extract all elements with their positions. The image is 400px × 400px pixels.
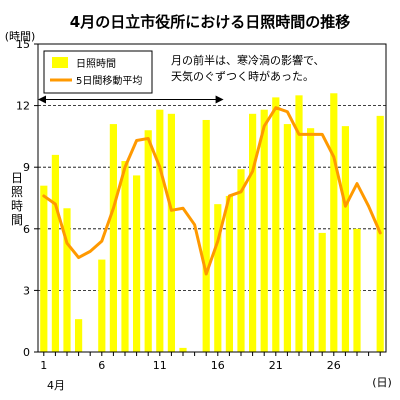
- sunshine-bar: [249, 113, 257, 353]
- sunshine-bar: [353, 228, 361, 352]
- moving-average-line: [42, 106, 382, 276]
- sunshine-bar: [144, 130, 152, 352]
- sunshine-bar: [341, 126, 349, 352]
- sunshine-bar: [330, 93, 338, 352]
- sunshine-bar: [295, 95, 303, 352]
- sunshine-bar: [202, 119, 210, 353]
- arrow-head-left: [38, 95, 46, 104]
- x-tick-label: 26: [327, 359, 341, 372]
- bar-series: [40, 93, 384, 353]
- sunshine-bar: [121, 161, 129, 352]
- x-tick-label: 11: [153, 359, 167, 372]
- sunshine-bar: [307, 128, 315, 352]
- annotation-line-2: 天気のぐずつく時があった。: [171, 69, 314, 83]
- sunshine-bar: [51, 154, 59, 352]
- y-tick-label: 3: [23, 284, 30, 297]
- sunshine-bar: [179, 347, 187, 352]
- annotation-line-1: 月の前半は、寒冷渦の影響で、: [171, 53, 325, 67]
- sunshine-bar: [133, 175, 141, 352]
- arrow-annotation: [38, 95, 224, 104]
- sunshine-bar: [225, 195, 233, 352]
- y-tick-label: 0: [23, 346, 30, 359]
- y-axis-title-char: 間: [11, 213, 23, 227]
- sunshine-bar: [283, 124, 291, 352]
- y-tick-label: 6: [23, 223, 30, 236]
- sunshine-bar: [109, 124, 117, 352]
- y-axis-title-char: 日: [11, 171, 23, 185]
- x-tick-label: 16: [211, 359, 225, 372]
- x-axis-ticks: 1 6 11 16 21 26: [40, 352, 381, 372]
- sunshine-bar: [75, 319, 83, 352]
- sunshine-bar: [40, 185, 48, 352]
- sunshine-bar: [98, 259, 106, 352]
- y-tick-label: 12: [16, 100, 30, 113]
- legend-line-label: 5日間移動平均: [76, 74, 142, 87]
- y-axis-title: 日照時間: [11, 171, 23, 227]
- arrow-head-right: [215, 95, 224, 104]
- x-tick-label: 6: [98, 359, 105, 372]
- sunshine-bar: [237, 169, 245, 352]
- x-axis-unit: (日): [372, 376, 392, 389]
- legend: 日照時間 5日間移動平均: [43, 50, 153, 94]
- plot-frame: [37, 43, 387, 353]
- y-axis-title-char: 時: [11, 199, 23, 213]
- sunshine-bar: [156, 109, 164, 352]
- y-axis-unit: (時間): [5, 30, 36, 43]
- sunshine-bar: [167, 113, 175, 353]
- sunshine-bar: [272, 97, 280, 353]
- chart-title: 4月の日立市役所における日照時間の推移: [70, 13, 350, 31]
- x-tick-label: 21: [269, 359, 283, 372]
- sunshine-bar: [260, 109, 268, 352]
- y-tick-label: 15: [16, 38, 30, 51]
- y-axis-ticks: 0 3 6 9 12 15: [16, 38, 38, 359]
- sunshine-bar: [318, 232, 326, 352]
- legend-bar-label: 日照時間: [76, 58, 116, 70]
- gridlines: [38, 105, 386, 291]
- x-tick-label: 1: [40, 359, 47, 372]
- sunshine-bar: [63, 208, 71, 352]
- y-tick-label: 9: [23, 161, 30, 174]
- y-axis-title-char: 照: [11, 185, 23, 199]
- legend-bar-swatch: [52, 57, 68, 68]
- month-label: 4月: [47, 379, 65, 392]
- sunshine-bar: [214, 204, 222, 352]
